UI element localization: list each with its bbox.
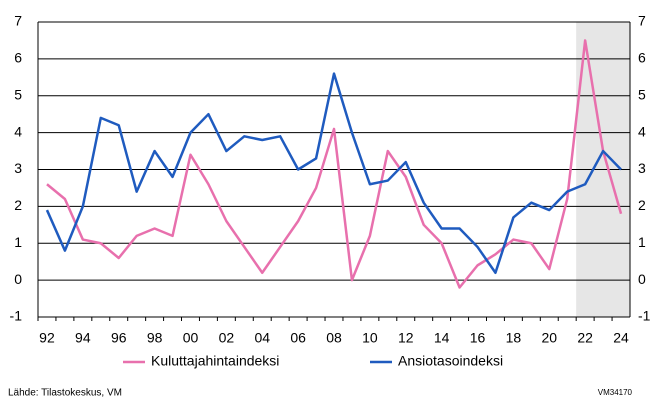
- y-tick-label: 4: [14, 123, 22, 139]
- y-tick-label: 5: [14, 86, 22, 102]
- x-tick-label: 02: [219, 330, 235, 346]
- y2-tick-label: 5: [638, 86, 646, 102]
- y-tick-label: 3: [14, 160, 22, 176]
- x-tick-label: 18: [506, 330, 522, 346]
- legend-label: Kuluttajahintaindeksi: [151, 353, 279, 369]
- y2-tick-label: 3: [638, 160, 646, 176]
- x-tick-label: 92: [39, 330, 55, 346]
- x-tick-label: 10: [362, 330, 378, 346]
- y-tick-label: -1: [10, 308, 23, 324]
- y2-tick-label: -1: [638, 308, 651, 324]
- y-tick-label: 2: [14, 197, 22, 213]
- y2-tick-label: 7: [638, 13, 646, 29]
- x-tick-label: 22: [577, 330, 593, 346]
- series-line: [45, 72, 622, 274]
- y-tick-label: 6: [14, 50, 22, 66]
- y2-tick-label: 2: [638, 197, 646, 213]
- y-tick-label: 7: [14, 13, 22, 29]
- x-tick-label: 96: [111, 330, 127, 346]
- y-tick-label: 1: [14, 234, 22, 250]
- x-tick-label: 98: [147, 330, 163, 346]
- x-tick-label: 08: [326, 330, 342, 346]
- y2-tick-label: 4: [638, 123, 646, 139]
- x-tick-label: 16: [470, 330, 486, 346]
- source: Lähde: Tilastokeskus, VM: [8, 388, 122, 399]
- x-tick-label: 00: [183, 330, 199, 346]
- x-tick-label: 14: [434, 330, 450, 346]
- y2-tick-label: 6: [638, 50, 646, 66]
- y2-tick-label: 0: [638, 271, 646, 287]
- y-tick-label: 0: [14, 271, 22, 287]
- x-tick-label: 24: [613, 330, 629, 346]
- series-line: [46, 39, 623, 289]
- y2-tick-label: 1: [638, 234, 646, 250]
- chart-code: VM34170: [598, 388, 633, 397]
- x-tick-label: 04: [254, 330, 270, 346]
- x-tick-label: 94: [75, 330, 91, 346]
- x-tick-label: 20: [541, 330, 557, 346]
- legend-label: Ansiotasoindeksi: [398, 353, 503, 369]
- x-tick-label: 12: [398, 330, 414, 346]
- x-tick-label: 06: [290, 330, 306, 346]
